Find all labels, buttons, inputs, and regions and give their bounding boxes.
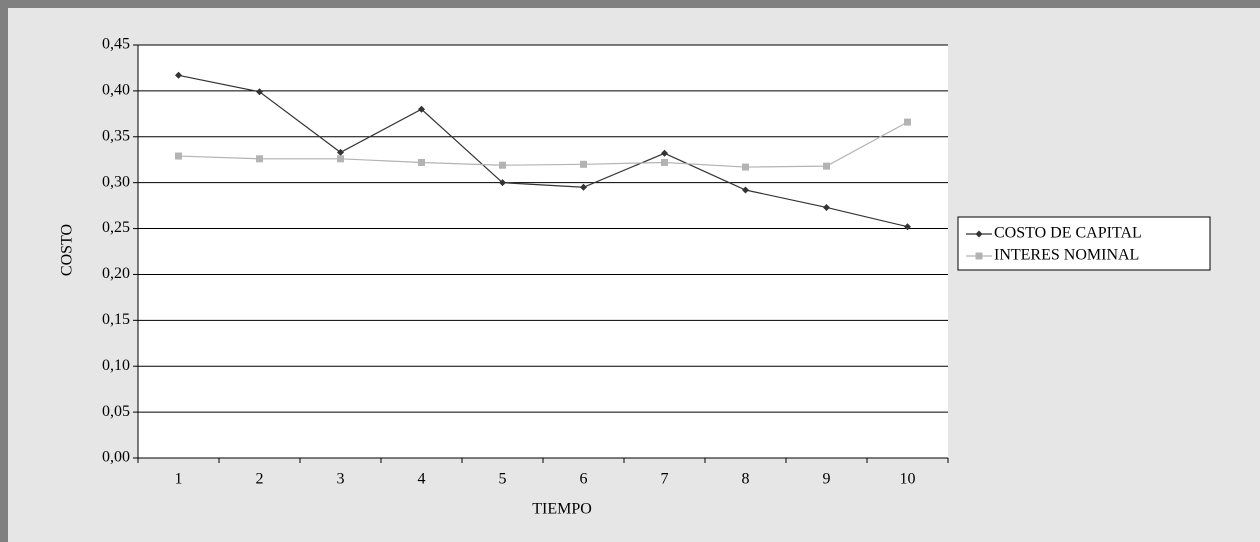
x-tick-label: 7 <box>661 471 669 488</box>
marker <box>661 149 668 157</box>
x-tick-label: 2 <box>256 471 264 488</box>
marker <box>175 152 182 160</box>
marker <box>499 179 506 187</box>
x-tick-label: 3 <box>337 471 345 488</box>
marker <box>256 88 263 96</box>
y-tick-label: 0,45 <box>102 36 130 53</box>
y-tick-label: 0,40 <box>102 82 130 99</box>
marker <box>337 148 344 156</box>
x-tick-label: 1 <box>175 471 183 488</box>
marker <box>418 105 425 113</box>
y-tick-label: 0,20 <box>102 265 130 282</box>
y-tick-label: 0,30 <box>102 173 130 190</box>
marker <box>742 163 749 171</box>
y-tick-label: 0,05 <box>102 403 130 420</box>
marker <box>175 71 182 79</box>
marker <box>499 161 506 169</box>
y-tick-label: 0,10 <box>102 357 130 374</box>
x-tick-label: 6 <box>580 471 588 488</box>
series-line <box>178 74 908 228</box>
y-axis-label: COSTO <box>59 224 76 276</box>
legend-label: INTERES NOMINAL <box>994 247 1139 264</box>
y-tick-label: 0,35 <box>102 127 130 144</box>
marker <box>742 186 749 194</box>
marker <box>580 183 587 191</box>
legend <box>957 216 1211 271</box>
marker <box>661 158 668 166</box>
plot-area <box>138 45 948 458</box>
marker <box>975 252 983 260</box>
y-tick-label: 0,25 <box>102 219 130 236</box>
marker <box>580 160 587 168</box>
marker <box>823 162 830 170</box>
x-tick-label: 10 <box>900 471 916 488</box>
x-tick-label: 5 <box>499 471 507 488</box>
x-tick-label: 9 <box>823 471 831 488</box>
x-tick-label: 4 <box>418 471 426 488</box>
marker <box>418 158 425 166</box>
x-tick-label: 8 <box>742 471 750 488</box>
legend-label: COSTO DE CAPITAL <box>994 225 1142 242</box>
marker <box>904 223 911 231</box>
y-tick-label: 0,00 <box>102 449 130 466</box>
marker <box>904 118 911 126</box>
y-tick-label: 0,15 <box>102 311 130 328</box>
series-line <box>178 121 908 168</box>
marker <box>256 155 263 163</box>
marker <box>975 230 983 238</box>
marker <box>337 155 344 163</box>
x-axis-label: TIEMPO <box>532 501 592 518</box>
marker <box>823 203 830 211</box>
